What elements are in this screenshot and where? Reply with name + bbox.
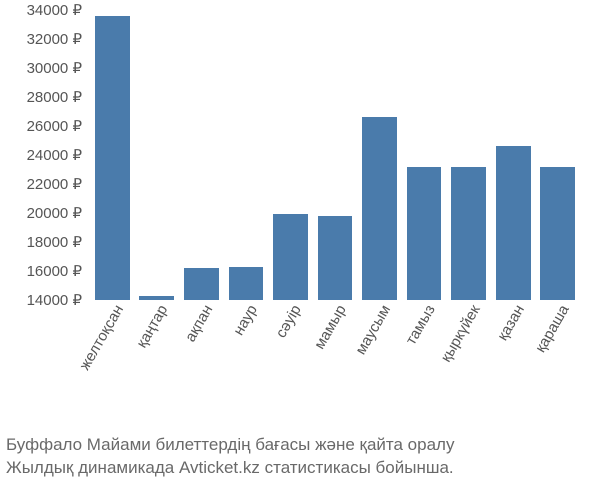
bar <box>407 167 442 300</box>
bar <box>184 268 219 300</box>
bar <box>139 296 174 300</box>
bar <box>273 214 308 300</box>
chart-caption: Буффало Майами билеттердің бағасы және қ… <box>6 434 596 480</box>
bar <box>229 267 264 300</box>
y-tick-label: 22000 ₽ <box>27 175 82 193</box>
x-tick-label: маусым <box>352 302 394 358</box>
y-tick-label: 28000 ₽ <box>27 88 82 106</box>
plot-area <box>90 10 580 300</box>
x-tick-label: қыркүйек <box>437 302 483 365</box>
bar <box>362 117 397 300</box>
y-axis: 14000 ₽16000 ₽18000 ₽20000 ₽22000 ₽24000… <box>0 10 86 300</box>
bar-chart: 14000 ₽ 16000 ₽ 18000 ₽ 20000 ₽ 22000 ₽ 24000… <box>0 0 600 500</box>
y-tick-label: 20000 ₽ <box>27 204 82 222</box>
bar <box>451 167 486 300</box>
bar <box>95 16 130 300</box>
x-tick-label: мамыр <box>311 302 350 352</box>
y-tick-label: 34000 ₽ <box>27 1 82 19</box>
x-tick-label: наур <box>230 302 261 338</box>
x-tick-label: қаңтар <box>134 302 172 351</box>
x-tick-label: ақпан <box>182 302 217 345</box>
y-tick-label: 24000 ₽ <box>27 146 82 164</box>
y-tick-label: 18000 ₽ <box>27 233 82 251</box>
x-tick-label: тамыз <box>403 302 439 348</box>
caption-line-2: Жылдық динамикада Avticket.kz статистика… <box>6 457 596 480</box>
x-tick-label: желтоқсан <box>76 302 127 373</box>
y-tick-label: 32000 ₽ <box>27 30 82 48</box>
caption-line-1: Буффало Майами билеттердің бағасы және қ… <box>6 434 596 457</box>
y-tick-label: 30000 ₽ <box>27 59 82 77</box>
x-axis: желтоқсанқаңтарақпаннаурсәуірмамырмаусым… <box>90 302 580 422</box>
bar <box>318 216 353 300</box>
y-tick-label: 16000 ₽ <box>27 262 82 280</box>
bars-container <box>90 10 580 300</box>
x-tick-label: қараша <box>532 302 573 356</box>
x-tick-label: сәуір <box>273 302 305 341</box>
y-tick-label: 14000 ₽ <box>27 291 82 309</box>
bar <box>540 167 575 300</box>
bar <box>496 146 531 300</box>
y-tick-label: 26000 ₽ <box>27 117 82 135</box>
x-tick-label: қазан <box>494 302 528 344</box>
